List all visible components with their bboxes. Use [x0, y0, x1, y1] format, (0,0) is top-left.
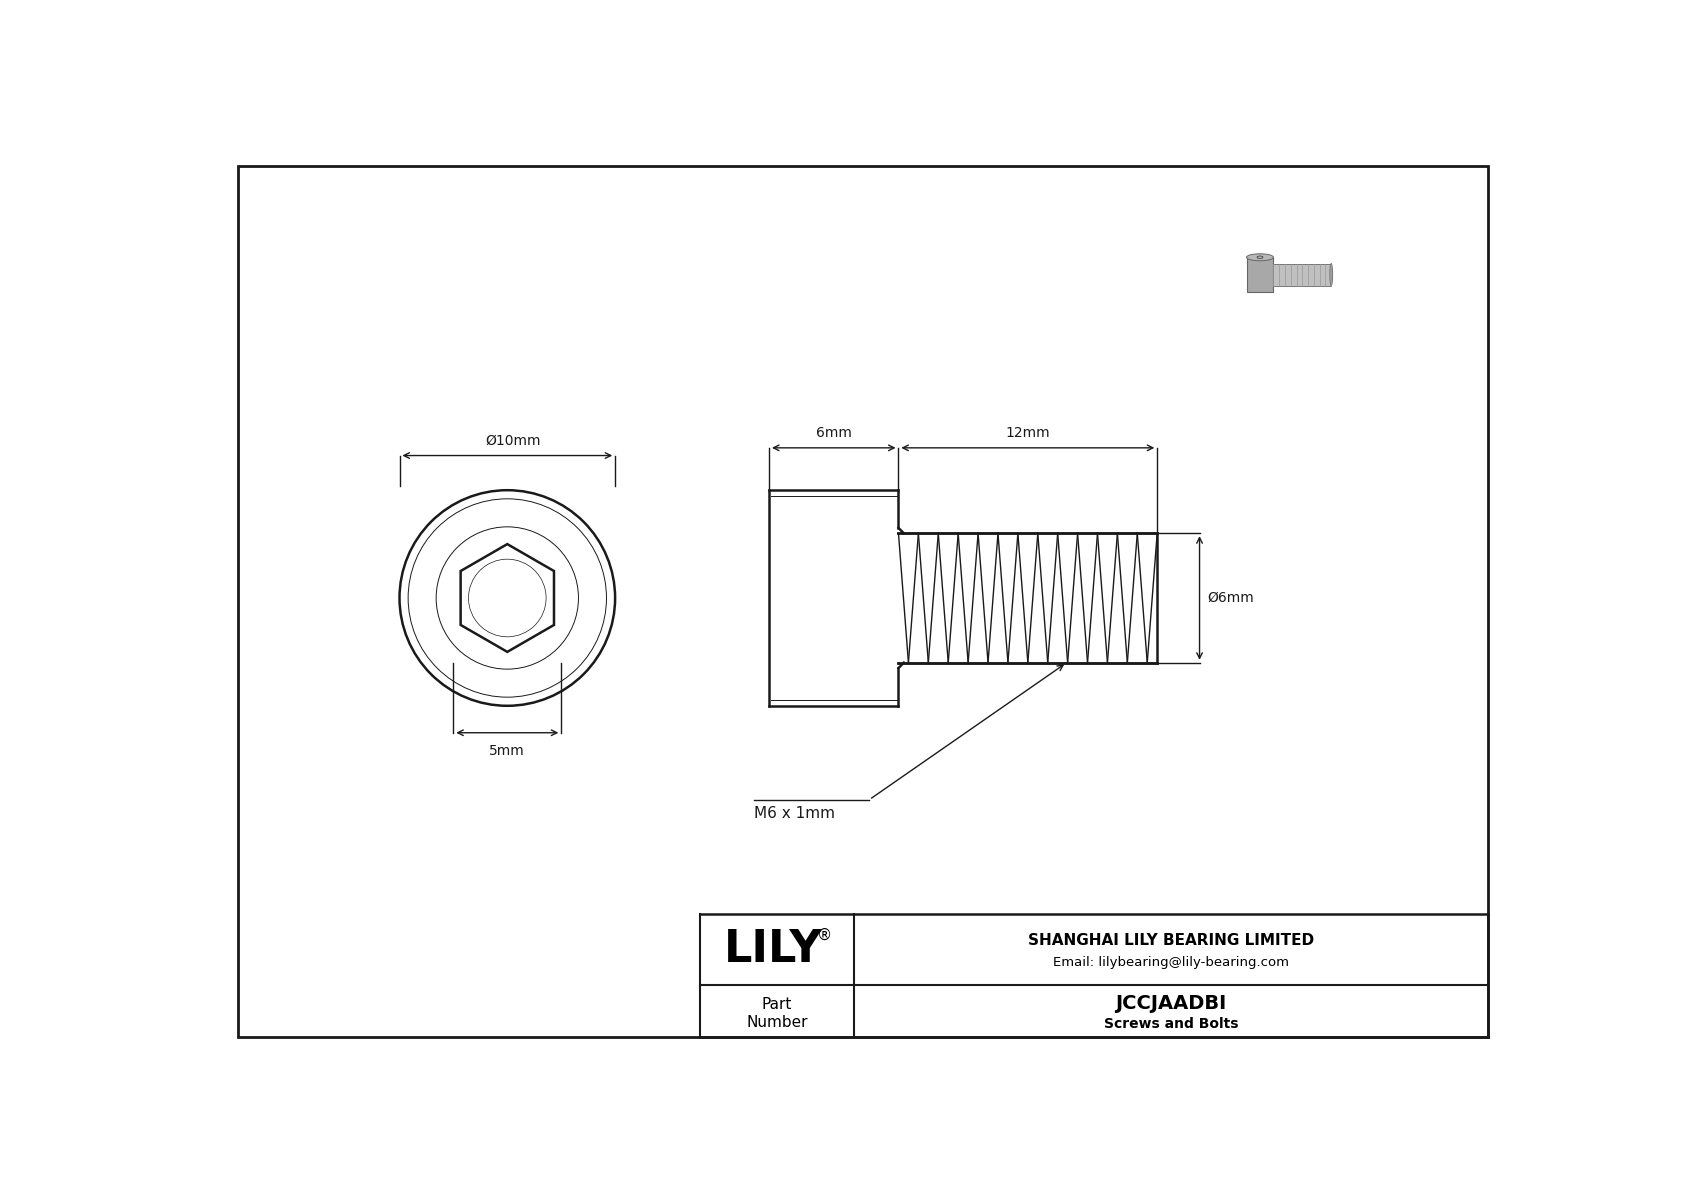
Text: JCCJAADBI: JCCJAADBI — [1115, 994, 1226, 1012]
Text: 5mm: 5mm — [490, 744, 525, 759]
Text: SHANGHAI LILY BEARING LIMITED: SHANGHAI LILY BEARING LIMITED — [1027, 933, 1314, 948]
Text: 12mm: 12mm — [1005, 426, 1051, 441]
Text: Screws and Bolts: Screws and Bolts — [1103, 1017, 1238, 1031]
Text: Ø10mm: Ø10mm — [485, 434, 541, 448]
Text: Number: Number — [746, 1015, 808, 1030]
Ellipse shape — [1330, 263, 1332, 286]
Bar — [1273, 263, 1332, 286]
Text: Ø6mm: Ø6mm — [1207, 591, 1255, 605]
Ellipse shape — [1246, 254, 1273, 261]
Text: Email: lilybearing@lily-bearing.com: Email: lilybearing@lily-bearing.com — [1052, 956, 1288, 969]
Text: M6 x 1mm: M6 x 1mm — [754, 806, 835, 821]
Text: ®: ® — [817, 928, 832, 943]
Text: 6mm: 6mm — [815, 426, 852, 441]
Polygon shape — [1246, 257, 1273, 292]
Text: LILY: LILY — [724, 928, 822, 971]
Text: Part: Part — [761, 997, 791, 1012]
